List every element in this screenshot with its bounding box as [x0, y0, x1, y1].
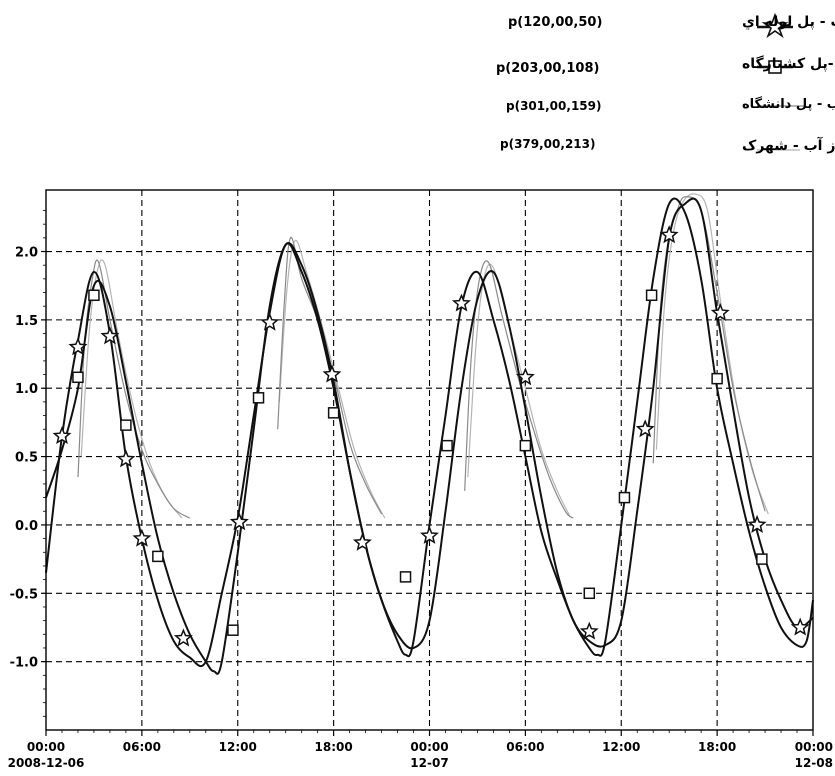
legend-code-1: p(120,00,50) [508, 15, 602, 30]
star-marker [635, 419, 655, 438]
star-marker [790, 617, 810, 636]
legend-item-2: تراز آب -پل کشتارگاه p(203,00,108) [496, 54, 835, 76]
tick-labels: 2.0 1.5 1.0 0.5 0.0 -0.5 -1.0 00:00 2008-12-06 06… [8, 246, 833, 770]
y-tick-label: 1.5 [15, 314, 38, 329]
square-marker [756, 553, 768, 565]
legend-item-3: تراز آب - پل دانشگاه p(301,00,159) [506, 95, 835, 113]
star-marker [322, 364, 342, 383]
square-marker [227, 624, 239, 636]
square-marker [327, 407, 340, 419]
square-marker [618, 491, 631, 504]
square-marker [252, 392, 265, 404]
square-marker [441, 439, 453, 452]
square-marker [152, 550, 164, 563]
legend-item-4: تراز آب - شهرک p(379,00,213) [500, 136, 835, 154]
star-marker [352, 532, 372, 551]
x-tick-label: 00:00 [27, 740, 65, 754]
y-tick-label: -0.5 [10, 587, 38, 602]
legend-code-4: p(379,00,213) [500, 137, 595, 151]
marker-layer [52, 225, 810, 647]
square-marker [711, 372, 723, 385]
y-tick-label: 0.0 [15, 519, 38, 534]
x-tick-label: 12:00 [602, 740, 640, 754]
star-marker [579, 621, 599, 640]
star-marker [100, 326, 120, 345]
legend-label-3: تراز آب - پل دانشگاه [742, 95, 835, 112]
x-tick-date-label: 2008-12-06 [8, 756, 85, 770]
star-marker [260, 312, 280, 331]
star-marker [52, 426, 72, 445]
series-line-3 [464, 260, 574, 519]
legend: تراز آب - پل لوله اي p(120,00,50) تراز آ… [496, 12, 835, 154]
star-marker [451, 293, 471, 312]
x-tick-label: 06:00 [506, 740, 544, 754]
x-tick-label: 18:00 [698, 740, 736, 754]
x-tick-label: 18:00 [315, 740, 353, 754]
star-marker [659, 225, 679, 244]
legend-item-1: تراز آب - پل لوله اي p(120,00,50) [508, 12, 835, 39]
star-marker [420, 525, 439, 544]
star-marker [68, 337, 88, 356]
star-marker [229, 512, 249, 531]
star-marker [132, 528, 152, 547]
x-tick-label: 12:00 [219, 740, 257, 754]
x-tick-label: 00:00 [795, 740, 833, 754]
legend-code-2: p(203,00,108) [496, 61, 599, 76]
legend-label-1: تراز آب - پل لوله اي [742, 12, 835, 31]
y-tick-label: 0.5 [15, 451, 38, 466]
square-marker [519, 439, 532, 452]
x-tick-label: 06:00 [123, 740, 161, 754]
x-tick-date-label: 12-08 [795, 756, 833, 770]
square-marker [583, 587, 596, 600]
star-marker [173, 628, 193, 647]
series-line-4 [278, 239, 386, 519]
y-tick-label: 1.0 [15, 382, 38, 397]
square-marker [120, 419, 132, 431]
y-tick-label: -1.0 [10, 656, 38, 671]
x-tick-date-label: 12-07 [410, 756, 448, 770]
square-marker-icon [768, 60, 782, 74]
star-marker [116, 449, 136, 468]
legend-label-2: تراز آب -پل کشتارگاه [742, 54, 835, 72]
square-marker [72, 371, 84, 384]
star-marker [710, 303, 730, 322]
legend-label-4: تراز آب - شهرک [742, 136, 835, 154]
x-tick-label: 00:00 [410, 740, 448, 754]
series-line-2 [45, 197, 814, 675]
plot-frame [45, 189, 814, 731]
star-marker [747, 514, 767, 533]
square-marker [399, 571, 412, 583]
y-tick-label: 2.0 [15, 246, 38, 261]
legend-code-3: p(301,00,159) [506, 99, 601, 113]
star-marker-icon [761, 12, 789, 39]
star-marker [515, 367, 535, 386]
square-marker [645, 289, 658, 302]
square-marker [88, 289, 100, 302]
